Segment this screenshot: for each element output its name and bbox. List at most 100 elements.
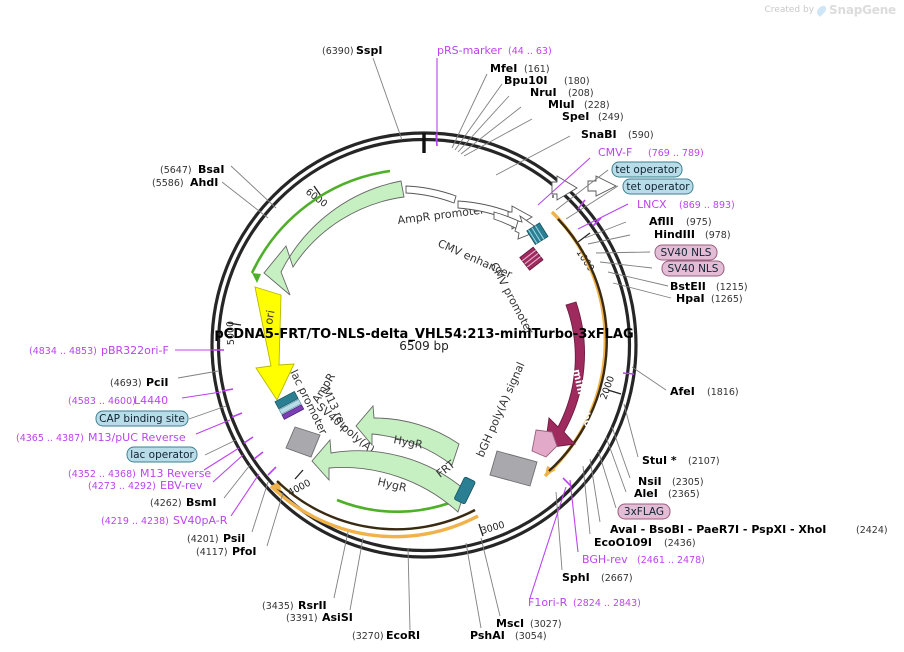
pos-hpai: (1265) [711, 294, 743, 305]
pos-sphi: (2667) [601, 573, 633, 584]
enzyme-pshai: PshAI [470, 629, 505, 642]
label-bsmi: (4262) BsmI [150, 496, 217, 509]
label-hindiii: HindIII (978) [654, 228, 731, 241]
feature-ori: ori [254, 286, 295, 401]
feature-bgh-polya: bGH poly(A) signal [474, 360, 538, 487]
label-mlui: MluI (228) [548, 98, 610, 111]
enzyme-ecoo109i: EcoO109I [594, 536, 652, 549]
enzyme-bsmi: BsmI [186, 496, 217, 509]
label-bgh-rev: BGH-rev (2461 .. 2478) [582, 553, 705, 566]
label-pcii: (4693) PciI [110, 376, 168, 389]
pos-bstei: (1215) [716, 282, 748, 293]
pos-aflii: (975) [686, 217, 712, 228]
pos-sspi: (6390) [322, 46, 354, 57]
badge-label-lac-operator: lac operator [130, 449, 194, 461]
label-m13-reverse: (4352 .. 4368) M13 Reverse [68, 467, 211, 480]
pos-afei: (1816) [707, 387, 739, 398]
enzyme-ecori: EcoRI [386, 629, 420, 642]
pos-bpu10i: (180) [564, 76, 590, 87]
enzyme-stui: StuI * [642, 454, 677, 467]
primer-ebv-rev: EBV-rev [160, 479, 203, 492]
enzyme-aflii: AflII [649, 215, 674, 228]
snapgene-watermark: Created by SnapGene [764, 3, 897, 17]
feature-label-ori: ori [262, 309, 277, 325]
enzyme-mfei: MfeI [490, 62, 517, 75]
badge-sv40-nls-1: SV40 NLS [654, 244, 718, 261]
enzyme-nsii: NsiI [638, 475, 662, 488]
primer-m13-puc-reverse: M13/pUC Reverse [88, 431, 186, 444]
badge-tet-operator-2: tet operator [622, 178, 694, 195]
pos-pfoi: (4117) [196, 547, 228, 558]
pos-mlui: (228) [584, 100, 610, 111]
watermark-brand: SnapGene [829, 3, 896, 17]
label-afei: AfeI (1816) [670, 385, 739, 398]
pos-stui: (2107) [688, 456, 720, 467]
pos-alei: (2365) [668, 489, 700, 500]
pos-bsai: (5647) [160, 165, 192, 176]
label-spei: SpeI (249) [562, 110, 624, 123]
label-ecori: (3270) EcoRI [352, 629, 420, 642]
badge-sv40-nls-2: SV40 NLS [661, 260, 725, 277]
plasmid-size: 6509 bp [399, 339, 449, 353]
feature-miniturbo: miniTurbo [544, 301, 594, 449]
primer-range-m13-puc-reverse: (4365 .. 4387) [16, 433, 84, 444]
badge-label-sv40-nls-1: SV40 NLS [661, 247, 712, 259]
watermark-prefix: Created by [764, 5, 815, 15]
primer-range-pbr322ori-f: (4834 .. 4853) [29, 346, 97, 357]
label-avai-group: AvaI - BsoBI - PaeR7I - PspXI - XhoI (24… [610, 523, 888, 536]
primer-range-bgh-rev: (2461 .. 2478) [637, 555, 705, 566]
enzyme-bstei: BstEII [670, 280, 706, 293]
badge-tet-operator-1: tet operator [611, 161, 683, 178]
primer-f1ori-r: F1ori-R [528, 596, 568, 609]
primer-range-cmv-f: (769 .. 789) [648, 148, 704, 159]
badge-label-tet-operator-2: tet operator [626, 181, 690, 193]
enzyme-mlui: MluI [548, 98, 575, 111]
primer-l4440: L4440 [134, 394, 168, 407]
enzyme-asisi: AsiSI [322, 611, 353, 624]
pos-mfei: (161) [524, 64, 550, 75]
pos-ecori: (3270) [352, 631, 384, 642]
label-f1ori-r: F1ori-R (2824 .. 2843) [528, 596, 641, 609]
pos-bsmi: (4262) [150, 498, 182, 509]
primer-range-m13-reverse: (4352 .. 4368) [68, 469, 136, 480]
label-alei: AleI (2365) [634, 487, 700, 500]
label-sv40pa-r: (4219 .. 4238) SV40pA-R [101, 514, 228, 527]
label-rsrii: (3435) RsrII [262, 599, 327, 612]
label-lncx: LNCX (869 .. 893) [637, 198, 735, 211]
pos-psii: (4201) [187, 534, 219, 545]
primer-range-f1ori-r: (2824 .. 2843) [573, 598, 641, 609]
primer-range-sv40pa-r: (4219 .. 4238) [101, 516, 169, 527]
enzyme-avai-group: AvaI - BsoBI - PaeR7I - PspXI - XhoI [610, 523, 826, 536]
feature-hygr-1: HygR [355, 404, 460, 466]
enzyme-spei: SpeI [562, 110, 589, 123]
enzyme-pfoi: PfoI [232, 545, 257, 558]
enzyme-psii: PsiI [223, 532, 245, 545]
label-msci: MscI (3027) [496, 617, 562, 630]
label-cmv-f: CMV-F (769 .. 789) [598, 146, 704, 159]
enzyme-snabi: SnaBI [581, 128, 617, 141]
badge-lac-operator: lac operator [126, 446, 198, 463]
sv40-nls-block [519, 246, 544, 271]
badge-cap-binding-site: CAP binding site [95, 410, 189, 427]
sv40-polya-box [285, 426, 321, 458]
label-stui: StuI * (2107) [642, 454, 720, 467]
primer-range-prs-marker: (44 .. 63) [508, 46, 552, 57]
label-bpu10i: Bpu10I (180) [504, 74, 590, 87]
label-hpai: HpaI (1265) [676, 292, 743, 305]
pos-hindiii: (978) [705, 230, 731, 241]
label-l4440: (4583 .. 4600) L4440 [68, 394, 168, 407]
primer-range-lncx: (869 .. 893) [679, 200, 735, 211]
primer-sv40pa-r: SV40pA-R [173, 514, 228, 527]
label-pshai: PshAI (3054) [470, 629, 547, 642]
enzyme-nrui: NruI [530, 86, 557, 99]
label-bsai: (5647) BsaI [160, 163, 224, 176]
enzyme-sphi: SphI [562, 571, 590, 584]
label-ahdi: (5586) AhdI [152, 176, 218, 189]
badge-3xflag: 3xFLAG [617, 503, 671, 520]
feature-label-bgh-polya: bGH poly(A) signal [474, 360, 528, 459]
pos-ahdi: (5586) [152, 178, 184, 189]
primer-prs-marker: pRS-marker [437, 44, 502, 57]
threexflag-block [531, 429, 558, 458]
enzyme-sspi: SspI [356, 44, 382, 57]
